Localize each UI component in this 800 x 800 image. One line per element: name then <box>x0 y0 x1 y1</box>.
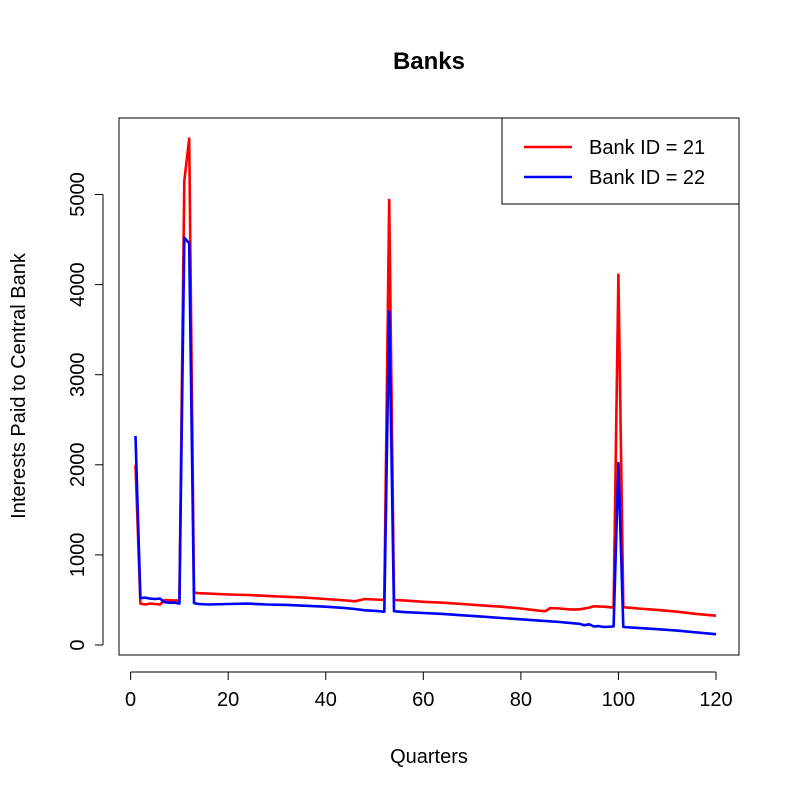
chart-title: Banks <box>393 48 465 75</box>
series-line-2 <box>134 236 717 636</box>
legend: Bank ID = 21 Bank ID = 22 <box>501 117 740 205</box>
x-tick-label: 0 <box>125 689 136 711</box>
y-tick-label: 0 <box>67 639 89 650</box>
legend-label-2: Bank ID = 22 <box>589 167 705 189</box>
y-tick-label: 2000 <box>67 443 89 488</box>
legend-box <box>501 117 740 205</box>
y-tick-label: 1000 <box>67 533 89 578</box>
x-axis: 0 20 40 60 80 100 120 <box>125 671 733 711</box>
legend-label-1: Bank ID = 21 <box>589 137 705 159</box>
y-tick-label: 4000 <box>67 262 89 307</box>
x-tick-label: 40 <box>315 689 337 711</box>
plot-frame <box>118 117 740 656</box>
y-axis: 0 1000 2000 3000 4000 5000 <box>67 172 104 651</box>
y-axis-label: Interests Paid to Central Bank <box>8 252 30 519</box>
x-tick-label: 100 <box>602 689 635 711</box>
x-axis-label: Quarters <box>390 746 468 768</box>
series-line-1 <box>134 137 717 617</box>
y-tick-label: 3000 <box>67 352 89 397</box>
x-tick-label: 120 <box>699 689 732 711</box>
x-tick-label: 20 <box>217 689 239 711</box>
x-tick-label: 80 <box>510 689 532 711</box>
y-tick-label: 5000 <box>67 172 89 217</box>
series-layer <box>134 137 717 636</box>
x-tick-label: 60 <box>412 689 434 711</box>
